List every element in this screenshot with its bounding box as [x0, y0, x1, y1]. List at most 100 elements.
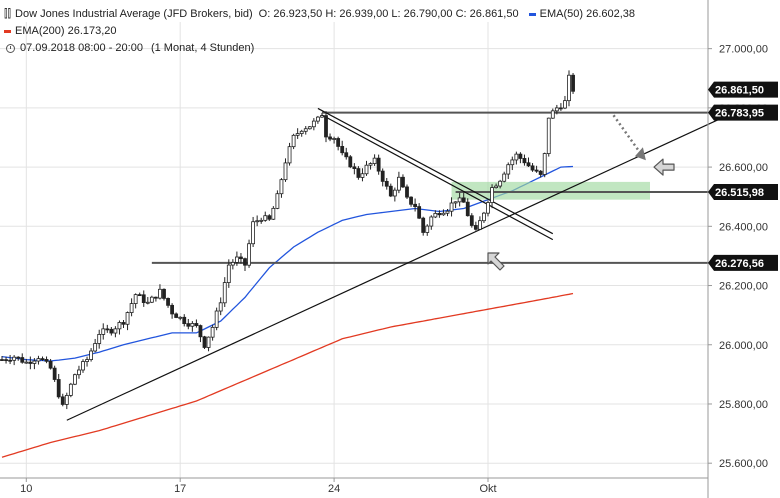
candle-body	[437, 213, 442, 216]
candle-body	[255, 220, 260, 223]
date-range: 07.09.2018 08:00 - 20:00	[20, 42, 143, 54]
candle-body	[230, 261, 235, 266]
candle-body	[162, 288, 166, 299]
candle-body	[311, 120, 316, 128]
ema200-swatch	[4, 30, 11, 33]
ema50-label: EMA(50)	[539, 8, 584, 20]
candle-body	[405, 186, 409, 198]
x-tick-label: Okt	[479, 483, 496, 495]
candle-body	[445, 210, 450, 214]
last-price-tag: 26.861,50	[715, 85, 764, 97]
candle-body	[24, 361, 29, 364]
ohlc-values: O: 26.923,50 H: 26.939,00 L: 26.790,00 C…	[258, 8, 519, 20]
candle-body	[283, 162, 288, 181]
candle-body	[12, 356, 17, 361]
candle-body	[125, 312, 130, 325]
candle-body	[563, 100, 567, 109]
candle-body	[73, 374, 77, 385]
last-price-tag-bg	[708, 81, 778, 98]
candle-body	[206, 336, 211, 348]
chart-legend: ⫿⫿ Dow Jones Industrial Average (JFD Bro…	[4, 6, 635, 57]
y-tick-label: 25.800,00	[719, 399, 768, 411]
candle-body	[93, 343, 98, 352]
candle-body	[332, 138, 337, 140]
candle-body	[218, 302, 223, 312]
candle-body	[510, 159, 515, 166]
candle-body	[421, 217, 426, 233]
legend-row-period: 07.09.2018 08:00 - 20:00 (1 Monat, 4 Stu…	[4, 40, 635, 57]
candle-body	[166, 298, 170, 306]
candle-body	[425, 225, 430, 233]
candle-body	[490, 187, 494, 203]
ema200-layer	[1, 292, 574, 458]
candle-body	[56, 379, 61, 398]
annotation-layer	[487, 114, 675, 271]
ema50-line	[1, 165, 574, 362]
candle-body	[267, 215, 272, 220]
candle-body	[441, 212, 446, 216]
candle-body	[550, 110, 555, 119]
candle-body	[97, 334, 102, 344]
candle-body	[28, 361, 33, 364]
candle-body	[178, 316, 183, 319]
candle-body	[526, 162, 531, 167]
candle-body	[518, 153, 523, 159]
candle-body	[68, 383, 73, 396]
candle-body	[514, 153, 519, 161]
arrow-up-left-icon	[487, 252, 505, 271]
candle-body	[121, 322, 126, 325]
y-tick-label: 26.200,00	[719, 281, 768, 293]
candle-body	[48, 360, 53, 369]
candle-body	[153, 296, 158, 299]
candle-body	[368, 163, 373, 166]
candle-body	[457, 197, 462, 203]
candle-body	[376, 157, 381, 172]
ema50-layer	[1, 165, 574, 362]
ema200-line	[1, 292, 574, 458]
candle-body	[477, 220, 482, 230]
level-price-tag-bg	[708, 104, 778, 121]
candle-body	[279, 179, 284, 195]
ema200-label: EMA(200)	[15, 25, 65, 37]
candle-body	[52, 367, 57, 380]
arrow-left-icon	[653, 158, 675, 176]
candle-body	[186, 323, 191, 327]
candle-body	[429, 216, 434, 227]
candle-body	[498, 180, 503, 187]
candle-body	[0, 359, 4, 361]
candle-body	[60, 396, 65, 405]
candle-body	[461, 197, 466, 203]
level-price-tag: 26.783,95	[715, 108, 764, 120]
x-tick-label: 10	[20, 483, 32, 495]
candle-body	[522, 158, 527, 164]
candle-body	[401, 176, 405, 188]
candle-body	[392, 189, 397, 197]
candle-body	[101, 328, 106, 335]
candle-body	[85, 359, 89, 362]
candle-body	[36, 358, 41, 362]
trendline-layer	[66, 107, 732, 421]
candle-body	[324, 115, 328, 138]
candle-body	[149, 296, 154, 303]
candle-body	[494, 185, 499, 189]
candle-body	[554, 107, 559, 112]
candle-body	[291, 134, 296, 148]
candle-body	[158, 288, 162, 299]
candle-body	[287, 146, 292, 164]
candle-body	[32, 360, 37, 364]
y-tick-label: 25.600,00	[719, 458, 768, 470]
ema50-value: 26.602,38	[586, 8, 636, 20]
candle-body	[417, 206, 422, 219]
level-price-tag: 26.276,56	[715, 258, 764, 270]
price-tags-layer: 26.861,50 26.783,95 26.515,98 26.276,56	[708, 81, 778, 271]
candle-body	[348, 156, 353, 168]
candle-body	[202, 336, 207, 348]
candle-body	[571, 74, 575, 92]
candle-body	[129, 303, 134, 313]
candle-body	[182, 316, 187, 325]
candle-body	[133, 294, 138, 304]
candle-body	[20, 357, 25, 363]
candle-body	[275, 193, 280, 209]
candle-body	[469, 215, 474, 226]
